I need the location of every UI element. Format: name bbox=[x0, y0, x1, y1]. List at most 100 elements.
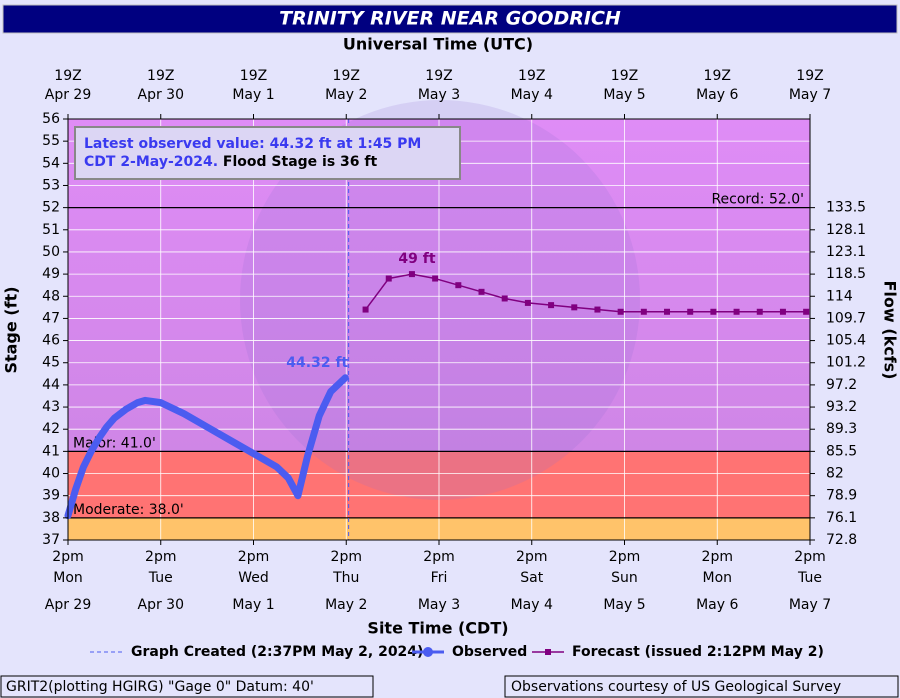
y-tick-label: 52 bbox=[42, 200, 60, 216]
overlay: Latest observed value: 44.32 ft at 1:45 … bbox=[74, 126, 461, 180]
y-tick-label: 40 bbox=[42, 466, 60, 482]
y-tick-label: 38 bbox=[42, 510, 60, 526]
y2-tick-label: 133.5 bbox=[826, 200, 866, 216]
x-tick-label: 2pm bbox=[331, 549, 362, 565]
y2-tick-label: 114 bbox=[826, 288, 853, 304]
y-tick-label: 51 bbox=[42, 222, 60, 238]
y-axis-label: Stage (ft) bbox=[2, 286, 21, 373]
x-tick-label: 2pm bbox=[423, 549, 454, 565]
info-text: Latest observed value: 44.32 ft at 1:45 … bbox=[84, 136, 421, 152]
y-tick-label: 47 bbox=[42, 310, 60, 326]
x-tick-label: Tue bbox=[148, 570, 173, 586]
y2-tick-label: 72.8 bbox=[826, 532, 857, 548]
y-tick-label: 48 bbox=[42, 288, 60, 304]
x-tick-label: Sun bbox=[611, 570, 638, 586]
y-tick-label: 45 bbox=[42, 355, 60, 371]
top-tick-label: May 5 bbox=[603, 87, 645, 103]
forecast-point bbox=[594, 306, 601, 313]
top-tick-label: 19Z bbox=[704, 68, 731, 84]
y-tick-label: 37 bbox=[42, 532, 60, 548]
forecast-point bbox=[432, 275, 439, 282]
y2-tick-label: 82 bbox=[826, 466, 844, 482]
x-tick-date: May 1 bbox=[232, 597, 274, 613]
y-tick-label: 54 bbox=[42, 155, 60, 171]
y-tick-label: 56 bbox=[42, 111, 60, 127]
footer-left: GRIT2(plotting HGIRG) "Gage 0" Datum: 40… bbox=[6, 679, 314, 695]
x-tick-date: May 6 bbox=[696, 597, 738, 613]
series-line bbox=[64, 374, 349, 520]
x-tick-date: May 2 bbox=[325, 597, 367, 613]
y-tick-label: 44 bbox=[42, 377, 60, 393]
forecast-point bbox=[687, 308, 694, 315]
x-tick-label: Thu bbox=[332, 570, 359, 586]
x-tick-date: Apr 29 bbox=[45, 597, 91, 613]
forecast-point bbox=[408, 271, 415, 278]
forecast-point bbox=[478, 288, 485, 295]
top-tick-label: May 2 bbox=[325, 87, 367, 103]
info-text: CDT 2-May-2024. bbox=[84, 154, 218, 170]
threshold-label: Record: 52.0' bbox=[711, 192, 804, 208]
forecast-point bbox=[362, 306, 369, 313]
y2-tick-label: 109.7 bbox=[826, 310, 866, 326]
x-tick-label: 2pm bbox=[516, 549, 547, 565]
footer-box bbox=[504, 675, 899, 698]
y2-tick-label: 89.3 bbox=[826, 421, 857, 437]
info-box bbox=[74, 126, 461, 180]
forecast-point bbox=[571, 304, 578, 311]
y-tick-label: 39 bbox=[42, 488, 60, 504]
watermark bbox=[240, 100, 640, 500]
info-text: CDT 2-May-2024. Flood Stage is 36 ft bbox=[84, 154, 377, 170]
x-tick-date: May 4 bbox=[511, 597, 553, 613]
chart-title: TRINITY RIVER NEAR GOODRICH bbox=[279, 8, 621, 30]
legend-swatch bbox=[423, 647, 433, 657]
y2-tick-label: 123.1 bbox=[826, 244, 866, 260]
y-tick-label: 49 bbox=[42, 266, 60, 282]
series-line bbox=[364, 273, 807, 313]
threshold-label: Moderate: 38.0' bbox=[73, 502, 184, 518]
x-tick-label: Mon bbox=[702, 570, 732, 586]
forecast-point bbox=[501, 295, 508, 302]
top-tick-label: 19Z bbox=[518, 68, 545, 84]
x-tick-label: Tue bbox=[797, 570, 822, 586]
y2-tick-label: 76.1 bbox=[826, 510, 857, 526]
top-tick-label: May 3 bbox=[418, 87, 460, 103]
forecast-point bbox=[779, 308, 786, 315]
legend-label: Graph Created (2:37PM May 2, 2024) bbox=[131, 644, 423, 660]
y2-tick-label: 105.4 bbox=[826, 333, 866, 349]
top-tick-label: Apr 29 bbox=[45, 87, 91, 103]
y-tick-label: 41 bbox=[42, 443, 60, 459]
y2-tick-label: 97.2 bbox=[826, 377, 857, 393]
y-tick-label: 53 bbox=[42, 177, 60, 193]
top-tick-label: 19Z bbox=[54, 68, 81, 84]
top-axis-label: Universal Time (UTC) bbox=[343, 35, 533, 54]
x-tick-date: May 5 bbox=[603, 597, 645, 613]
top-tick-label: May 4 bbox=[511, 87, 553, 103]
info-flood: Flood Stage is 36 ft bbox=[223, 154, 378, 170]
y-tick-label: 50 bbox=[42, 244, 60, 260]
forecast-point bbox=[455, 282, 462, 289]
x-tick-label: 2pm bbox=[238, 549, 269, 565]
forecast-point bbox=[640, 308, 647, 315]
legend-swatch bbox=[545, 649, 551, 655]
top-tick-label: Apr 30 bbox=[138, 87, 184, 103]
y-tick-label: 43 bbox=[42, 399, 60, 415]
top-tick-label: 19Z bbox=[796, 68, 823, 84]
x-tick-date: May 3 bbox=[418, 597, 460, 613]
legend-label: Observed bbox=[452, 644, 527, 660]
y2-axis-label: Flow (kcfs) bbox=[881, 281, 900, 380]
x-tick-label: 2pm bbox=[52, 549, 83, 565]
forecast-point bbox=[617, 308, 624, 315]
top-tick-label: 19Z bbox=[425, 68, 452, 84]
forecast-point bbox=[385, 275, 392, 282]
x-tick-label: Mon bbox=[53, 570, 83, 586]
title-bar bbox=[2, 4, 898, 34]
x-axis-label: Site Time (CDT) bbox=[367, 619, 508, 638]
top-tick-label: 19Z bbox=[611, 68, 638, 84]
top-tick-label: 19Z bbox=[333, 68, 360, 84]
y2-tick-label: 118.5 bbox=[826, 266, 866, 282]
top-tick-label: 19Z bbox=[147, 68, 174, 84]
threshold-label: Major: 41.0' bbox=[73, 435, 156, 451]
x-tick-label: 2pm bbox=[609, 549, 640, 565]
x-tick-label: Fri bbox=[431, 570, 448, 586]
